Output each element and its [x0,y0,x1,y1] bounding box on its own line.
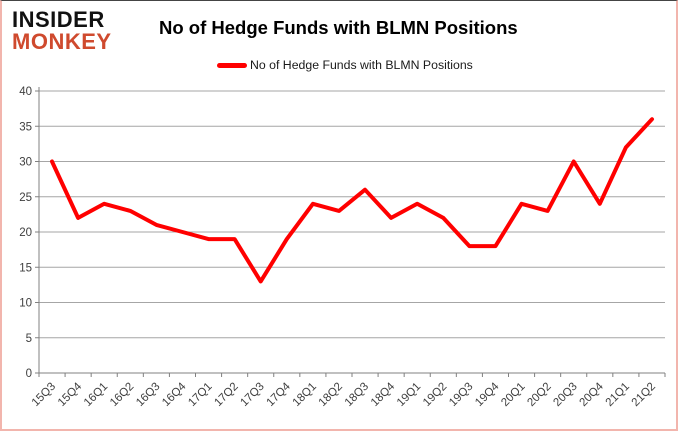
x-tick-label: 18Q3 [343,381,371,409]
x-tick-label: 19Q3 [447,381,475,409]
x-tick-label: 16Q3 [134,381,162,409]
y-tick-label: 15 [19,262,32,274]
x-tick-label: 17Q1 [186,381,214,409]
x-tick-label: 20Q1 [499,381,527,409]
x-tick-label: 15Q4 [56,380,85,409]
x-tick-label: 18Q4 [369,380,398,409]
x-tick-label: 17Q2 [212,381,240,409]
legend-label: No of Hedge Funds with BLMN Positions [250,58,473,72]
x-tick-label: 16Q1 [82,381,110,409]
x-axis-labels: 15Q315Q416Q116Q216Q316Q417Q117Q217Q317Q4… [30,380,658,409]
x-tick-label: 18Q1 [291,381,319,409]
y-tick-label: 5 [26,333,32,345]
y-tick-label: 40 [19,86,32,98]
x-tick-label: 19Q1 [395,381,423,409]
x-tick-label: 16Q4 [160,380,189,409]
legend: No of Hedge Funds with BLMN Positions [217,58,473,72]
x-tick-label: 17Q3 [238,381,266,409]
data-line-hedge-funds [50,117,654,284]
x-tick-label: 19Q2 [421,381,449,409]
insider-monkey-logo: INSIDER MONKEY [12,7,112,55]
y-tick-label: 0 [26,368,32,380]
legend-line-swatch [217,62,247,68]
x-tick-label: 20Q4 [578,380,607,409]
gridlines [39,90,665,339]
y-tick-label: 25 [19,192,32,204]
chart-title: No of Hedge Funds with BLMN Positions [159,17,518,38]
x-tick-label: 17Q4 [265,380,294,409]
x-tick-label: 20Q2 [525,381,553,409]
axes [35,87,666,377]
x-tick-label: 15Q3 [30,381,58,409]
y-tick-label: 35 [19,121,32,133]
x-tick-label: 21Q1 [604,381,632,409]
x-tick-label: 16Q2 [108,381,136,409]
y-tick-label: 10 [19,298,32,310]
logo-text-insider: INSIDER [12,7,105,32]
x-tick-label: 19Q4 [473,380,502,409]
x-tick-label: 18Q2 [317,381,345,409]
y-tick-label: 20 [19,227,32,239]
x-tick-label: 20Q3 [551,381,579,409]
logo-text-monkey: MONKEY [12,29,112,55]
y-tick-label: 30 [19,157,32,169]
y-axis-labels: 0 5 10 15 20 25 30 35 40 [19,86,32,380]
x-tick-label: 21Q2 [630,381,658,409]
